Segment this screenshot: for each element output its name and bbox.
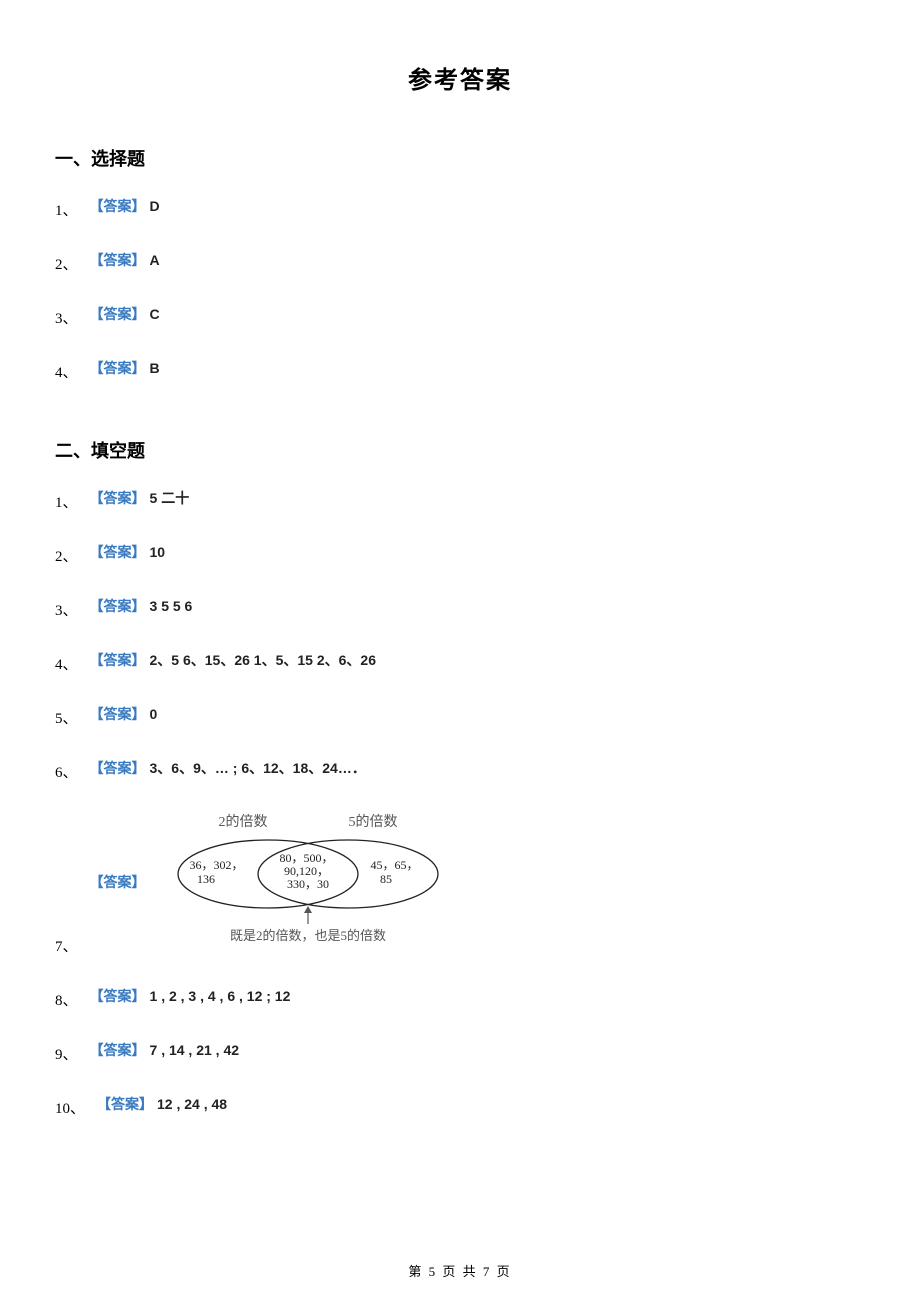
answer-row: 5、 【答案】 0 bbox=[55, 704, 865, 728]
answer-value: 0 bbox=[150, 706, 158, 722]
svg-text:既是2的倍数，也是5的倍数: 既是2的倍数，也是5的倍数 bbox=[230, 928, 386, 943]
answer-value: 7 , 14 , 21 , 42 bbox=[150, 1042, 240, 1058]
answer-row: 1、 【答案】 5 二十 bbox=[55, 488, 865, 512]
answer-tag: 【答案】 bbox=[90, 650, 146, 670]
answer-value: 1 , 2 , 3 , 4 , 6 , 12 ; 12 bbox=[150, 988, 291, 1004]
answer-row: 4、 【答案】 2、5 6、15、26 1、5、15 2、6、26 bbox=[55, 650, 865, 674]
section-header-2: 二、填空题 bbox=[55, 437, 865, 463]
venn-content: 【答案】 2的倍数 5的倍数 36，302， 136 80，500， 90,12… bbox=[90, 812, 458, 952]
answer-row: 3、 【答案】 C bbox=[55, 304, 865, 328]
question-number: 7、 bbox=[55, 935, 78, 956]
answer-row: 2、 【答案】 A bbox=[55, 250, 865, 274]
answer-content: 【答案】 3 5 5 6 bbox=[90, 596, 193, 616]
answer-value: 12 , 24 , 48 bbox=[157, 1096, 227, 1112]
answer-content: 【答案】 C bbox=[90, 304, 160, 324]
answer-tag: 【答案】 bbox=[90, 488, 146, 508]
venn-diagram: 2的倍数 5的倍数 36，302， 136 80，500， 90,120， 33… bbox=[158, 812, 458, 952]
svg-text:36，302， 136: 36，302， 136 bbox=[189, 858, 246, 886]
answer-value: D bbox=[150, 198, 160, 214]
answer-value: 10 bbox=[150, 544, 166, 560]
answer-value: 5 二十 bbox=[150, 488, 190, 508]
question-number: 6、 bbox=[55, 761, 78, 782]
answer-content: 【答案】 5 二十 bbox=[90, 488, 190, 508]
answer-content: 【答案】 7 , 14 , 21 , 42 bbox=[90, 1040, 240, 1060]
question-number: 3、 bbox=[55, 307, 78, 328]
answer-row-venn: 7、 【答案】 2的倍数 5的倍数 36，302， 136 80，500， 90… bbox=[55, 812, 865, 956]
page-title: 参考答案 bbox=[55, 60, 865, 95]
svg-text:5的倍数: 5的倍数 bbox=[348, 814, 397, 830]
answer-value: 2、5 6、15、26 1、5、15 2、6、26 bbox=[150, 650, 376, 670]
question-number: 3、 bbox=[55, 599, 78, 620]
question-number: 5、 bbox=[55, 707, 78, 728]
answer-value: 3 5 5 6 bbox=[150, 598, 193, 614]
answer-tag: 【答案】 bbox=[90, 596, 146, 616]
answer-row: 4、 【答案】 B bbox=[55, 358, 865, 382]
svg-text:45，65， 85: 45，65， 85 bbox=[370, 858, 421, 886]
answer-tag: 【答案】 bbox=[90, 758, 146, 778]
svg-text:80，500， 90,120，: 80，500， 90,120， 330，30 bbox=[279, 851, 336, 891]
answer-content: 【答案】 A bbox=[90, 250, 160, 270]
question-number: 2、 bbox=[55, 253, 78, 274]
answer-row: 9、 【答案】 7 , 14 , 21 , 42 bbox=[55, 1040, 865, 1064]
answer-tag: 【答案】 bbox=[90, 304, 146, 324]
question-number: 4、 bbox=[55, 653, 78, 674]
answer-tag: 【答案】 bbox=[90, 872, 146, 892]
answer-content: 【答案】 10 bbox=[90, 542, 166, 562]
answer-row: 2、 【答案】 10 bbox=[55, 542, 865, 566]
answer-row: 3、 【答案】 3 5 5 6 bbox=[55, 596, 865, 620]
answer-content: 【答案】 1 , 2 , 3 , 4 , 6 , 12 ; 12 bbox=[90, 986, 291, 1006]
answer-content: 【答案】 0 bbox=[90, 704, 158, 724]
svg-text:2的倍数: 2的倍数 bbox=[218, 814, 267, 830]
section-header-1: 一、选择题 bbox=[55, 145, 865, 171]
answer-value: 3、6、9、… ; 6、12、18、24…． bbox=[150, 758, 366, 778]
page-footer: 第 5 页 共 7 页 bbox=[0, 1261, 920, 1280]
answer-value: A bbox=[150, 252, 160, 268]
answer-row: 10、 【答案】 12 , 24 , 48 bbox=[55, 1094, 865, 1118]
answer-tag: 【答案】 bbox=[90, 704, 146, 724]
answer-row: 6、 【答案】 3、6、9、… ; 6、12、18、24…． bbox=[55, 758, 865, 782]
answer-tag: 【答案】 bbox=[90, 358, 146, 378]
question-number: 1、 bbox=[55, 199, 78, 220]
answer-content: 【答案】 3、6、9、… ; 6、12、18、24…． bbox=[90, 758, 366, 778]
question-number: 9、 bbox=[55, 1043, 78, 1064]
question-number: 2、 bbox=[55, 545, 78, 566]
answer-value: B bbox=[150, 360, 160, 376]
answer-value: C bbox=[150, 306, 160, 322]
answer-tag: 【答案】 bbox=[97, 1094, 153, 1114]
answer-tag: 【答案】 bbox=[90, 542, 146, 562]
question-number: 1、 bbox=[55, 491, 78, 512]
answer-content: 【答案】 12 , 24 , 48 bbox=[97, 1094, 227, 1114]
answer-row: 1、 【答案】 D bbox=[55, 196, 865, 220]
answer-content: 【答案】 2、5 6、15、26 1、5、15 2、6、26 bbox=[90, 650, 376, 670]
answer-row: 8、 【答案】 1 , 2 , 3 , 4 , 6 , 12 ; 12 bbox=[55, 986, 865, 1010]
answer-tag: 【答案】 bbox=[90, 986, 146, 1006]
answer-tag: 【答案】 bbox=[90, 250, 146, 270]
answer-tag: 【答案】 bbox=[90, 196, 146, 216]
answer-content: 【答案】 B bbox=[90, 358, 160, 378]
answer-content: 【答案】 D bbox=[90, 196, 160, 216]
question-number: 4、 bbox=[55, 361, 78, 382]
answer-tag: 【答案】 bbox=[90, 1040, 146, 1060]
question-number: 8、 bbox=[55, 989, 78, 1010]
question-number: 10、 bbox=[55, 1097, 85, 1118]
